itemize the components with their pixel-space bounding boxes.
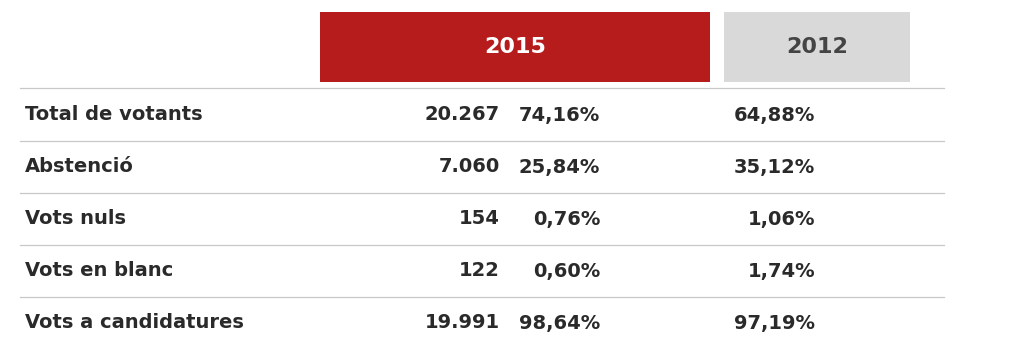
- Text: 25,84%: 25,84%: [518, 157, 600, 176]
- Text: 1,06%: 1,06%: [748, 210, 815, 228]
- Text: 74,16%: 74,16%: [519, 106, 600, 125]
- Text: 2015: 2015: [484, 37, 546, 57]
- Text: 7.060: 7.060: [438, 157, 500, 176]
- Text: Vots en blanc: Vots en blanc: [25, 261, 173, 281]
- Text: 64,88%: 64,88%: [733, 106, 815, 125]
- Text: Total de votants: Total de votants: [25, 106, 203, 125]
- Text: 97,19%: 97,19%: [734, 313, 815, 332]
- Text: 1,74%: 1,74%: [748, 261, 815, 281]
- Bar: [319, 12, 710, 82]
- Text: 98,64%: 98,64%: [519, 313, 600, 332]
- Text: 19.991: 19.991: [425, 313, 500, 332]
- Text: 154: 154: [459, 210, 500, 228]
- Bar: [724, 12, 910, 82]
- Text: 0,76%: 0,76%: [532, 210, 600, 228]
- Text: 0,60%: 0,60%: [532, 261, 600, 281]
- Text: 122: 122: [459, 261, 500, 281]
- Text: Vots a candidatures: Vots a candidatures: [25, 313, 244, 332]
- Text: 20.267: 20.267: [425, 106, 500, 125]
- Text: Abstenció: Abstenció: [25, 157, 134, 176]
- Text: 35,12%: 35,12%: [734, 157, 815, 176]
- Text: Vots nuls: Vots nuls: [25, 210, 126, 228]
- Text: 2012: 2012: [786, 37, 848, 57]
